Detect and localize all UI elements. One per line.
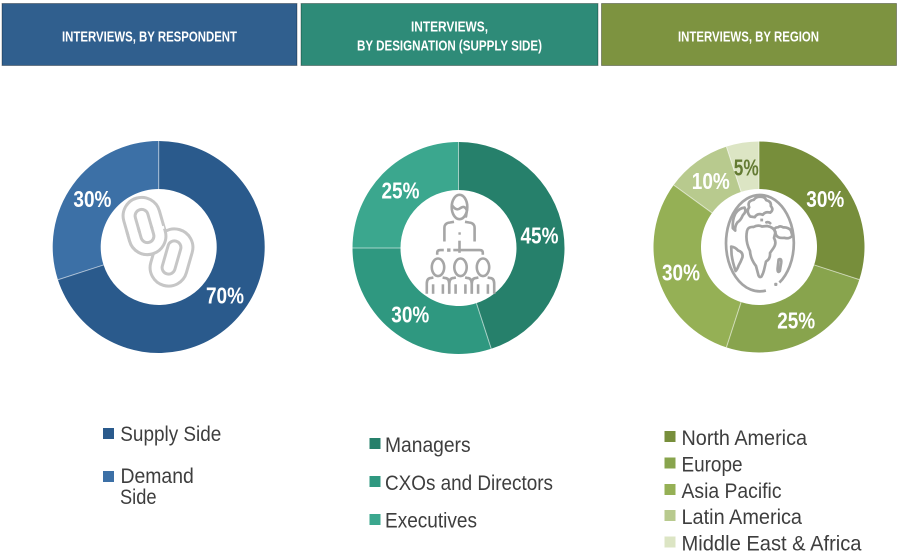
svg-text:Managers: Managers xyxy=(385,434,471,457)
svg-text:North America: North America xyxy=(682,427,808,450)
svg-text:INTERVIEWS, BY RESPONDENT: INTERVIEWS, BY RESPONDENT xyxy=(62,29,237,46)
svg-text:Supply Side: Supply Side xyxy=(120,423,221,446)
svg-text:30%: 30% xyxy=(391,302,429,328)
svg-text:45%: 45% xyxy=(521,223,559,249)
svg-text:10%: 10% xyxy=(692,168,730,194)
svg-text:Middle East & Africa: Middle East & Africa xyxy=(682,533,862,556)
svg-text:Side: Side xyxy=(120,486,157,509)
svg-text:30%: 30% xyxy=(73,186,111,212)
svg-text:INTERVIEWS, BY REGION: INTERVIEWS, BY REGION xyxy=(678,29,819,46)
svg-text:Demand: Demand xyxy=(121,465,194,488)
svg-text:CXOs and Directors: CXOs and Directors xyxy=(385,472,553,495)
svg-text:Latin America: Latin America xyxy=(682,506,803,529)
svg-text:30%: 30% xyxy=(662,260,700,286)
svg-text:Asia Pacific: Asia Pacific xyxy=(682,480,782,503)
svg-text:30%: 30% xyxy=(806,186,844,212)
svg-text:70%: 70% xyxy=(206,283,244,309)
svg-text:25%: 25% xyxy=(777,307,815,333)
svg-text:Europe: Europe xyxy=(682,454,743,477)
svg-text:Executives: Executives xyxy=(385,510,477,533)
svg-text:25%: 25% xyxy=(382,177,420,203)
svg-text:BY DESIGNATION (SUPPLY SIDE): BY DESIGNATION (SUPPLY SIDE) xyxy=(357,38,542,55)
svg-text:5%: 5% xyxy=(734,154,759,180)
svg-text:INTERVIEWS,: INTERVIEWS, xyxy=(411,19,488,36)
